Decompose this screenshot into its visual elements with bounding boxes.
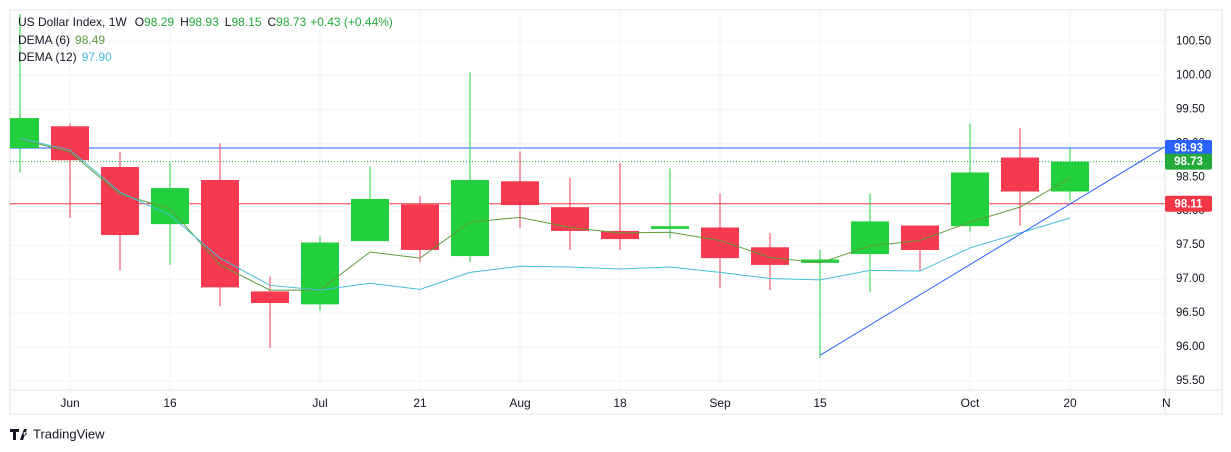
- y-tick-label: 99.50: [1176, 103, 1205, 115]
- legend: US Dollar Index, 1W O98.29 H98.93 L98.15 C98…: [18, 15, 393, 64]
- candle-body: [51, 126, 89, 161]
- logo-icon: [10, 429, 27, 440]
- x-tick-label: 16: [163, 396, 177, 410]
- y-tick-label: 100.00: [1176, 69, 1211, 81]
- symbol-title: US Dollar Index, 1W: [18, 15, 127, 29]
- ohlc-value: 98.93: [189, 15, 219, 29]
- x-tick-label: Jul: [312, 396, 327, 410]
- x-tick-label: Jun: [60, 396, 79, 410]
- indicator-value: 97.90: [82, 50, 112, 64]
- indicator-name: DEMA (12): [18, 50, 77, 64]
- price-label: 98.11: [1174, 198, 1203, 210]
- candle-body: [401, 204, 439, 250]
- candle-body: [1051, 161, 1089, 192]
- plot-area: [10, 14, 1165, 359]
- candle-body: [201, 179, 239, 288]
- ohlc-label: H: [180, 15, 189, 29]
- candle-body: [501, 181, 539, 206]
- candle-body: [351, 198, 389, 242]
- price-label-box: [1165, 153, 1212, 170]
- axis-layer: 95.5096.0096.5097.0097.5098.0098.5099.00…: [60, 35, 1212, 410]
- ohlc-label: O: [135, 15, 144, 29]
- candle-body: [1001, 157, 1039, 192]
- indicator-name: DEMA (6): [18, 33, 70, 47]
- candle-body: [851, 221, 889, 255]
- x-tick-label: N: [1162, 396, 1171, 410]
- y-tick-label: 97.00: [1176, 273, 1205, 285]
- candle-body: [451, 179, 489, 257]
- chart-frame: [9, 9, 1223, 415]
- x-tick-label: 15: [813, 396, 827, 410]
- candle-body: [801, 259, 839, 263]
- candle-body: [701, 227, 739, 259]
- candle-body: [751, 247, 789, 265]
- change-value: +0.43 (+0.44%): [310, 15, 393, 29]
- indicator-legend: DEMA (12) 97.90: [18, 50, 112, 64]
- price-label-box: [1165, 139, 1212, 156]
- y-tick-label: 100.50: [1176, 35, 1211, 47]
- candle-body: [301, 242, 339, 305]
- indicator-value: 98.49: [75, 33, 105, 47]
- candle-body: [101, 167, 139, 236]
- x-tick-label: 18: [613, 396, 627, 410]
- candle-body: [10, 118, 39, 148]
- y-tick-label: 95.50: [1176, 375, 1205, 387]
- brand-logo: TradingView: [10, 426, 105, 441]
- y-tick-label: 96.50: [1176, 307, 1205, 319]
- price-label: 98.93: [1174, 143, 1203, 155]
- dema-line: [19, 137, 1071, 291]
- price-label: 98.73: [1174, 156, 1203, 168]
- x-tick-label: Sep: [709, 396, 731, 410]
- candle-body: [901, 225, 939, 250]
- x-tick-label: 20: [1063, 396, 1077, 410]
- ohlc-value: 98.73: [276, 15, 306, 29]
- price-label-box: [1165, 195, 1212, 212]
- x-tick-label: 21: [413, 396, 427, 410]
- ohlc-label: C: [268, 15, 277, 29]
- trend-line: [819, 145, 1165, 356]
- legend-header: US Dollar Index, 1W O98.29 H98.93 L98.15 C98…: [18, 15, 393, 29]
- x-tick-label: Oct: [961, 396, 980, 410]
- indicator-legend: DEMA (6) 98.49: [18, 33, 105, 47]
- candle-body: [251, 291, 289, 303]
- candle-body: [551, 207, 589, 231]
- y-tick-label: 96.00: [1176, 341, 1205, 353]
- ohlc-value: 98.15: [231, 15, 261, 29]
- candle-body: [951, 172, 989, 227]
- ohlc-label: L: [225, 15, 232, 29]
- candle-body: [651, 226, 689, 229]
- x-tick-label: Aug: [509, 396, 530, 410]
- y-tick-label: 97.50: [1176, 239, 1205, 251]
- candle-body: [151, 188, 189, 225]
- y-tick-label: 98.50: [1176, 171, 1205, 183]
- brand-name: TradingView: [33, 426, 105, 441]
- candle-body: [601, 230, 639, 240]
- ohlc-value: 98.29: [144, 15, 174, 29]
